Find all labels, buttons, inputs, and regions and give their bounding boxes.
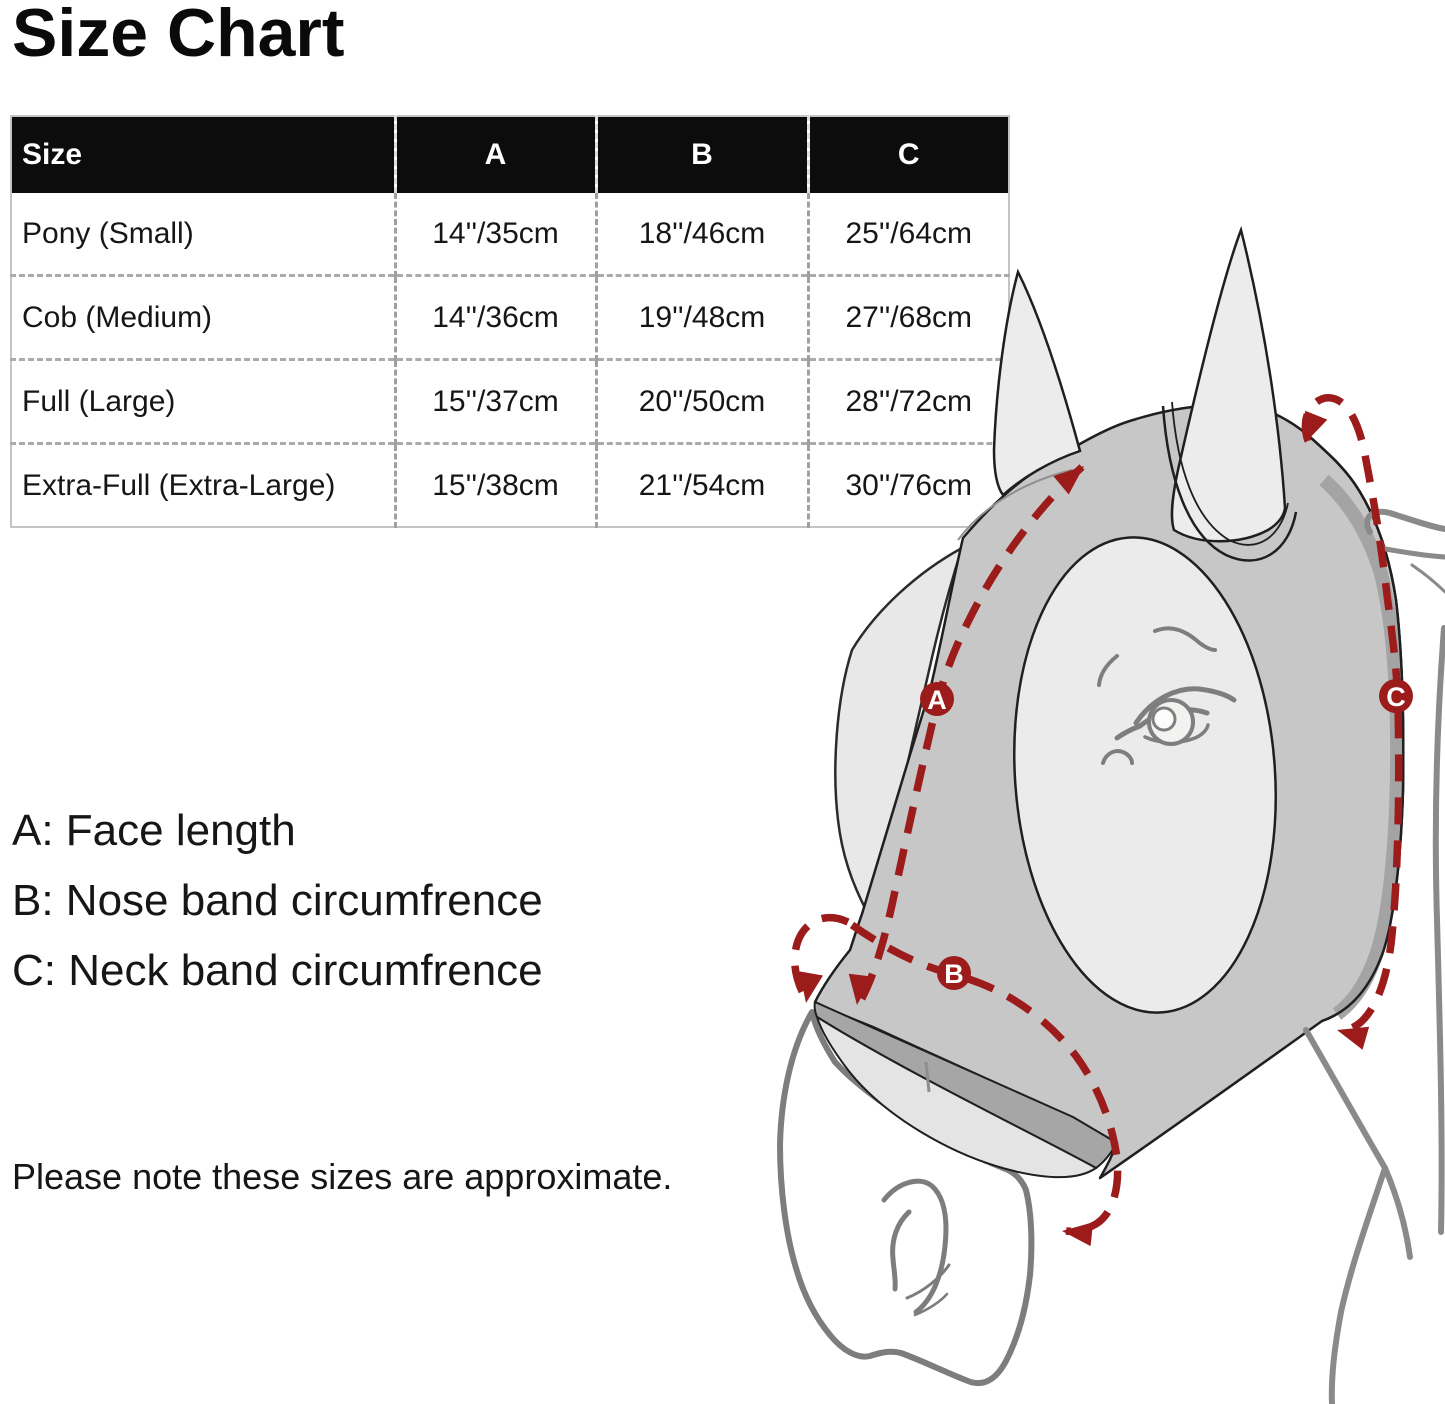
ear-cover-right (1170, 225, 1287, 543)
cell-c: 25''/64cm (806, 193, 1009, 276)
right-ear-rim (1161, 405, 1298, 562)
cell-b: 18''/46cm (594, 193, 808, 276)
label-b-badge (937, 956, 971, 990)
label-a-badge (920, 682, 954, 716)
cell-size: Pony (Small) (11, 193, 395, 276)
arrowhead-c-top (1305, 410, 1328, 443)
horse-eye (1097, 626, 1237, 765)
col-header-b: B (594, 116, 808, 193)
legend-line-a: A: Face length (12, 806, 296, 855)
measurement-legend: A: Face length B: Nose band circumfrence… (12, 796, 543, 1006)
table-row: Extra-Full (Extra-Large) 15''/38cm 21''/… (11, 442, 1009, 527)
cell-b: 19''/48cm (594, 274, 808, 360)
cell-b: 21''/54cm (594, 442, 808, 527)
horse-nostril (881, 1178, 951, 1317)
right-ear-rim-inner (1171, 401, 1289, 546)
cell-a: 14''/36cm (393, 274, 596, 360)
table-header-row: Size A B C (11, 116, 1009, 193)
arrowhead-b-end (1062, 1222, 1094, 1247)
horse-mane-neck (1303, 508, 1445, 1404)
label-c-badge (1379, 679, 1413, 713)
approximate-note: Please note these sizes are approximate. (12, 1156, 673, 1197)
label-c: C (1386, 682, 1406, 712)
legend-line-c: C: Neck band circumfrence (12, 946, 543, 995)
measure-b-loop (791, 913, 850, 1001)
label-a: A (927, 685, 947, 715)
legend-line-b: B: Nose band circumfrence (12, 876, 543, 925)
cell-c: 30''/76cm (806, 442, 1009, 527)
mask-right-outline (1309, 436, 1405, 1023)
table-row: Cob (Medium) 14''/36cm 19''/48cm 27''/68… (11, 274, 1009, 360)
cell-b: 20''/50cm (594, 358, 808, 444)
page-title: Size Chart (12, 0, 345, 71)
ear-cover-left (992, 268, 1082, 497)
cell-a: 15''/37cm (393, 358, 596, 444)
cell-size: Extra-Full (Extra-Large) (11, 442, 395, 527)
size-table: Size A B C Pony (Small) 14''/35cm 18''/4… (10, 115, 1010, 528)
arrowhead-a-bottom (848, 973, 873, 1005)
nose-opening (815, 1014, 1098, 1178)
cell-size: Cob (Medium) (11, 274, 395, 360)
left-ear-seam (957, 469, 1073, 541)
arrowhead-b-loop (799, 971, 824, 1003)
eye-hole (1013, 536, 1277, 1014)
cell-a: 14''/35cm (393, 193, 596, 276)
arrowheads-and-badges (799, 410, 1413, 1247)
measure-c-path (1301, 394, 1403, 1035)
table-row: Pony (Small) 14''/35cm 18''/46cm 25''/64… (11, 193, 1009, 276)
measurement-arrows: A B C (791, 394, 1413, 1247)
label-b: B (944, 959, 964, 989)
arrowhead-c-bottom (1337, 1026, 1370, 1050)
table-row: Full (Large) 15''/37cm 20''/50cm 28''/72… (11, 358, 1009, 444)
cell-c: 28''/72cm (806, 358, 1009, 444)
measure-labels: A B C (927, 682, 1406, 989)
cell-a: 15''/38cm (393, 442, 596, 527)
muzzle-sketch-line (924, 1061, 931, 1093)
horse-illustration (777, 225, 1445, 1404)
col-header-c: C (806, 116, 1009, 193)
arrowhead-a-top (1053, 466, 1084, 495)
col-header-a: A (393, 116, 596, 193)
col-header-size: Size (11, 116, 395, 193)
cell-c: 27''/68cm (806, 274, 1009, 360)
cell-size: Full (Large) (11, 358, 395, 444)
